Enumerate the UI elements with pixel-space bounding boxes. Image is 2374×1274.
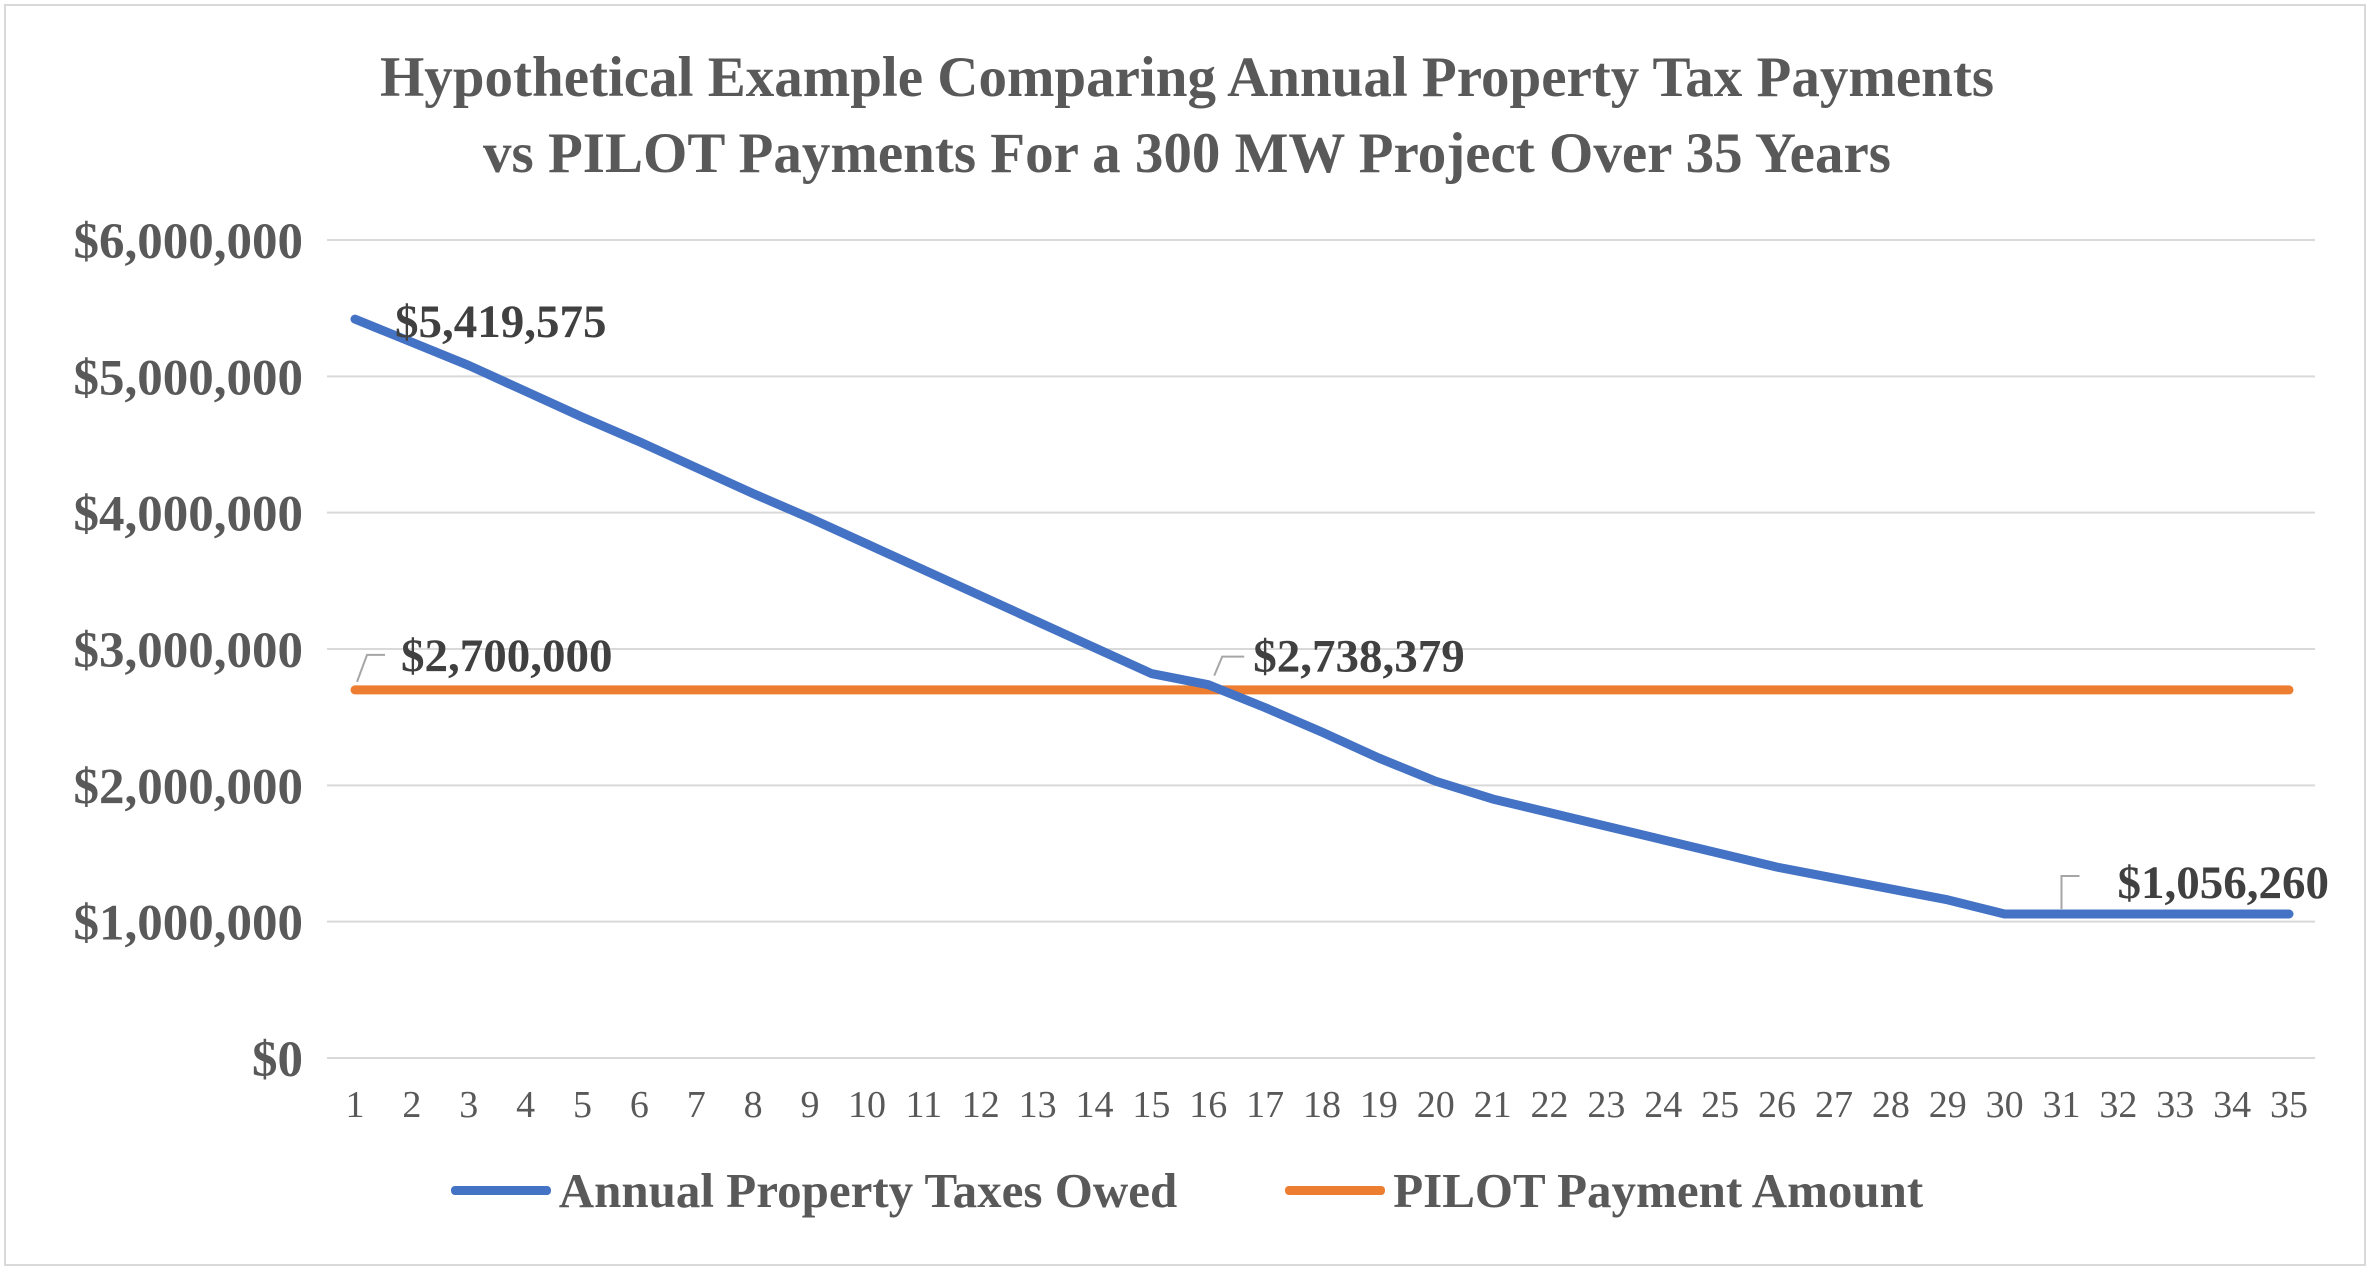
x-tick-label: 23 <box>1587 1084 1625 1126</box>
x-tick-label: 13 <box>1019 1084 1057 1126</box>
x-tick-label: 16 <box>1189 1084 1227 1126</box>
x-tick-label: 33 <box>2156 1084 2194 1126</box>
x-tick-label: 5 <box>573 1084 592 1126</box>
legend: Annual Property Taxes Owed PILOT Payment… <box>0 1162 2374 1219</box>
y-tick-label: $1,000,000 <box>74 896 304 952</box>
x-tick-label: 19 <box>1360 1084 1398 1126</box>
legend-label-pilot-payment: PILOT Payment Amount <box>1393 1163 1924 1218</box>
y-tick-label: $0 <box>252 1032 303 1088</box>
x-tick-label: 32 <box>2099 1084 2137 1126</box>
data-label: $5,419,575 <box>395 296 607 348</box>
x-tick-label: 17 <box>1246 1084 1284 1126</box>
x-tick-label: 10 <box>848 1084 886 1126</box>
y-tick-label: $4,000,000 <box>74 487 304 543</box>
x-tick-label: 26 <box>1758 1084 1796 1126</box>
x-tick-label: 20 <box>1417 1084 1455 1126</box>
x-tick-label: 2 <box>402 1084 421 1126</box>
y-tick-label: $5,000,000 <box>74 350 304 406</box>
x-tick-label: 35 <box>2270 1084 2308 1126</box>
data-label: $2,738,379 <box>1253 631 1465 683</box>
x-tick-label: 7 <box>687 1084 706 1126</box>
legend-swatch-property-taxes <box>450 1186 551 1195</box>
x-tick-label: 11 <box>906 1084 943 1126</box>
x-tick-label: 1 <box>346 1084 365 1126</box>
x-tick-label: 4 <box>516 1084 535 1126</box>
x-axis-tick-labels: 1 2 3 4 5 6 7 8 9 10 11 12 13 14 15 16 17 18 19 20 21 22 23 24 2… <box>346 1084 2309 1126</box>
x-tick-label: 12 <box>962 1084 1000 1126</box>
x-tick-label: 25 <box>1701 1084 1739 1126</box>
data-labels: $5,419,575 $2,700,000 $2,738,379 $1,056,260 <box>356 296 2329 909</box>
x-tick-label: 15 <box>1132 1084 1170 1126</box>
x-tick-label: 27 <box>1815 1084 1853 1126</box>
legend-item-pilot-payment[interactable]: PILOT Payment Amount <box>1285 1162 1923 1219</box>
x-tick-label: 28 <box>1872 1084 1910 1126</box>
x-tick-label: 8 <box>744 1084 763 1126</box>
series-line-property-taxes <box>350 314 2294 919</box>
x-tick-label: 21 <box>1474 1084 1512 1126</box>
y-axis-tick-labels: $0 $1,000,000 $2,000,000 $3,000,000 $4,000,0… <box>74 214 304 1088</box>
data-label-leader <box>2060 874 2080 909</box>
data-label: $1,056,260 <box>2117 857 2329 909</box>
x-tick-label: 3 <box>459 1084 478 1126</box>
x-tick-label: 14 <box>1075 1084 1113 1126</box>
y-tick-label: $3,000,000 <box>74 623 304 679</box>
legend-item-property-taxes[interactable]: Annual Property Taxes Owed <box>450 1162 1178 1219</box>
chart-frame <box>4 4 2366 1266</box>
chart-title-line-2: vs PILOT Payments For a 300 MW Project O… <box>483 122 1891 185</box>
x-tick-label: 30 <box>1986 1084 2024 1126</box>
x-tick-label: 9 <box>801 1084 820 1126</box>
y-tick-label: $2,000,000 <box>74 759 304 815</box>
x-tick-label: 29 <box>1929 1084 1967 1126</box>
x-tick-label: 34 <box>2213 1084 2251 1126</box>
series-lines <box>350 314 2294 919</box>
chart-title: Hypothetical Example Comparing Annual Pr… <box>0 40 2374 192</box>
y-tick-label: $6,000,000 <box>74 214 304 270</box>
gridlines <box>327 239 2315 1059</box>
legend-swatch-pilot-payment <box>1285 1186 1386 1195</box>
x-tick-label: 18 <box>1303 1084 1341 1126</box>
data-label-leader <box>1213 655 1245 677</box>
data-label: $2,700,000 <box>401 630 613 682</box>
x-tick-label: 24 <box>1644 1084 1682 1126</box>
chart-title-line-1: Hypothetical Example Comparing Annual Pr… <box>379 46 1995 109</box>
x-tick-label: 31 <box>2042 1084 2080 1126</box>
legend-label-property-taxes: Annual Property Taxes Owed <box>558 1163 1178 1218</box>
x-tick-label: 6 <box>630 1084 649 1126</box>
x-tick-label: 22 <box>1531 1084 1569 1126</box>
data-label-leader <box>356 653 385 683</box>
